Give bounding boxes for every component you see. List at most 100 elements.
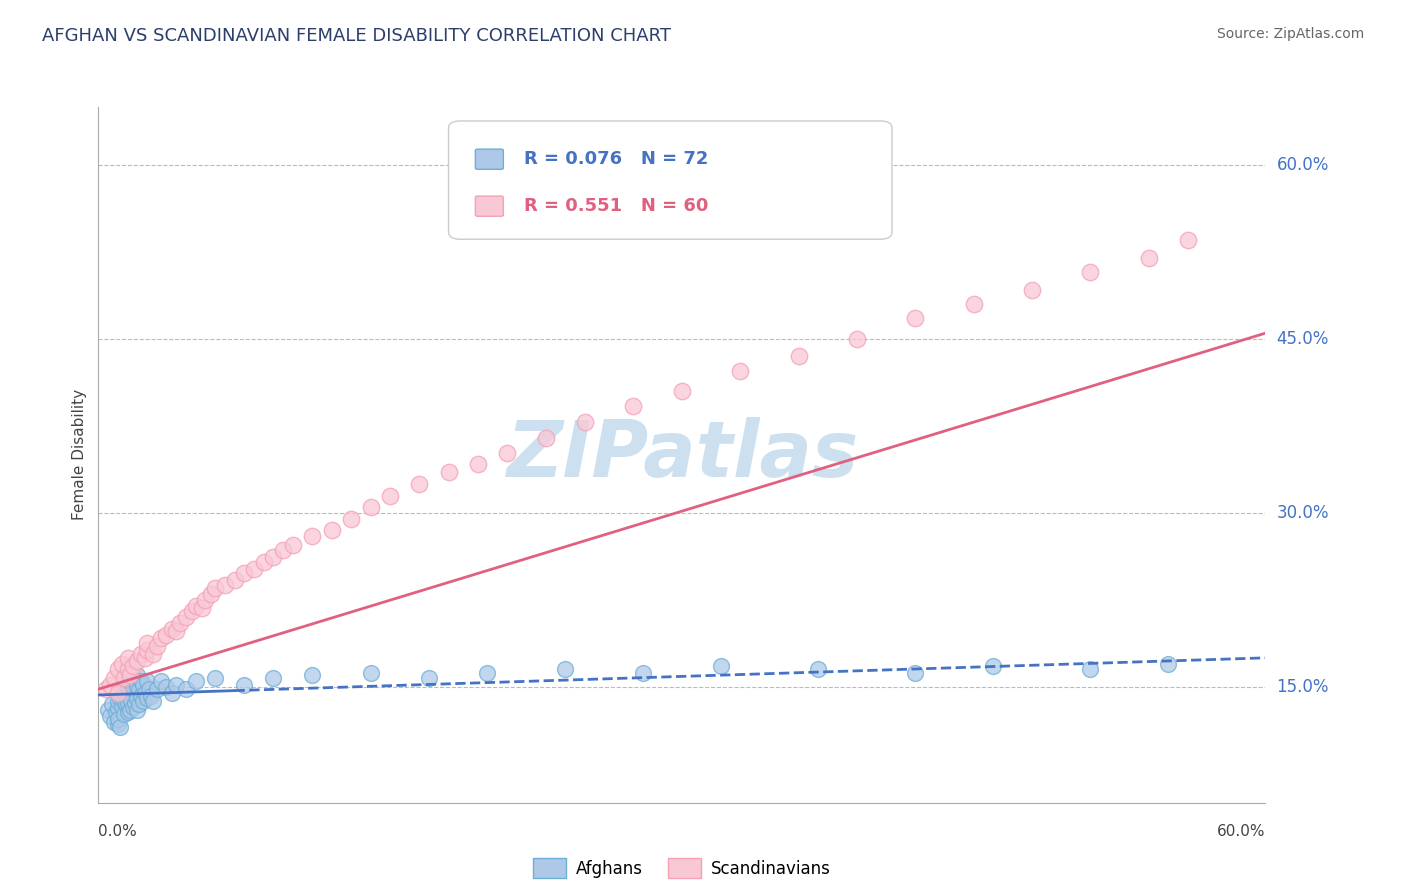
Text: 45.0%: 45.0% — [1277, 330, 1329, 348]
Point — [103, 671, 125, 685]
Point — [124, 674, 146, 689]
Point — [117, 706, 139, 720]
Point — [146, 682, 169, 697]
Point — [184, 674, 207, 689]
Point — [108, 691, 131, 706]
Point — [128, 682, 150, 697]
Point — [101, 698, 124, 712]
Text: R = 0.551   N = 60: R = 0.551 N = 60 — [524, 197, 709, 215]
FancyBboxPatch shape — [475, 149, 503, 169]
Point — [98, 708, 121, 723]
Point — [142, 648, 165, 662]
Legend: Afghans, Scandinavians: Afghans, Scandinavians — [526, 851, 838, 885]
Point — [107, 662, 129, 676]
Point — [174, 682, 197, 697]
Point — [574, 416, 596, 430]
Point — [981, 659, 1004, 673]
Point — [107, 712, 129, 726]
Point — [1137, 251, 1160, 265]
Point — [162, 685, 184, 699]
Point — [495, 445, 517, 459]
Point — [129, 689, 152, 703]
Point — [155, 628, 177, 642]
Point — [180, 605, 202, 619]
Point — [107, 700, 129, 714]
Point — [262, 671, 284, 685]
Point — [194, 592, 217, 607]
Point — [149, 631, 172, 645]
Point — [122, 682, 145, 697]
Point — [162, 622, 184, 636]
Point — [253, 555, 276, 569]
Point — [127, 691, 149, 706]
Point — [121, 694, 143, 708]
Point — [184, 599, 207, 613]
Point — [233, 677, 256, 691]
Point — [121, 677, 143, 691]
Point — [111, 682, 134, 697]
Point — [534, 430, 557, 444]
Point — [190, 601, 212, 615]
Point — [117, 674, 139, 689]
Point — [129, 648, 152, 662]
Point — [111, 699, 134, 714]
Text: ZIPatlas: ZIPatlas — [506, 417, 858, 493]
Point — [136, 636, 159, 650]
Point — [360, 665, 382, 680]
Text: 15.0%: 15.0% — [1277, 678, 1329, 696]
Point — [108, 721, 131, 735]
Point — [114, 689, 136, 703]
Point — [103, 714, 125, 729]
Point — [146, 639, 169, 653]
Point — [97, 703, 120, 717]
Point — [214, 578, 236, 592]
Point — [904, 311, 927, 326]
Point — [340, 511, 363, 525]
Point — [129, 674, 152, 689]
Text: 30.0%: 30.0% — [1277, 504, 1329, 522]
Point — [117, 680, 139, 694]
Point — [418, 671, 440, 685]
Point — [671, 384, 693, 398]
Point — [730, 364, 752, 378]
Point — [112, 671, 135, 685]
Point — [142, 694, 165, 708]
Point — [136, 642, 159, 657]
FancyBboxPatch shape — [449, 121, 891, 239]
Point — [1177, 233, 1199, 247]
Point — [807, 662, 830, 676]
Point — [132, 694, 155, 708]
Point — [271, 543, 294, 558]
Point — [904, 665, 927, 680]
Point — [477, 665, 499, 680]
Point — [408, 476, 430, 491]
Point — [467, 457, 489, 471]
Text: AFGHAN VS SCANDINAVIAN FEMALE DISABILITY CORRELATION CHART: AFGHAN VS SCANDINAVIAN FEMALE DISABILITY… — [42, 27, 671, 45]
Point — [111, 689, 134, 703]
Point — [112, 706, 135, 721]
Point — [139, 689, 162, 703]
Y-axis label: Female Disability: Female Disability — [72, 389, 87, 521]
Point — [117, 688, 139, 702]
Point — [136, 691, 159, 706]
Point — [117, 651, 139, 665]
Point — [127, 668, 149, 682]
Point — [321, 523, 343, 537]
Point — [554, 662, 576, 676]
Point — [112, 680, 135, 694]
Point — [112, 694, 135, 708]
Point — [631, 665, 654, 680]
Point — [98, 677, 121, 691]
Point — [134, 685, 156, 699]
Point — [132, 677, 155, 691]
Point — [124, 696, 146, 710]
Point — [107, 717, 129, 731]
Text: R = 0.076   N = 72: R = 0.076 N = 72 — [524, 150, 709, 169]
Point — [1080, 662, 1102, 676]
Point — [165, 677, 187, 691]
Point — [224, 573, 246, 587]
Point — [200, 587, 222, 601]
Text: 60.0%: 60.0% — [1218, 823, 1265, 838]
Point — [117, 696, 139, 710]
Point — [281, 538, 304, 552]
